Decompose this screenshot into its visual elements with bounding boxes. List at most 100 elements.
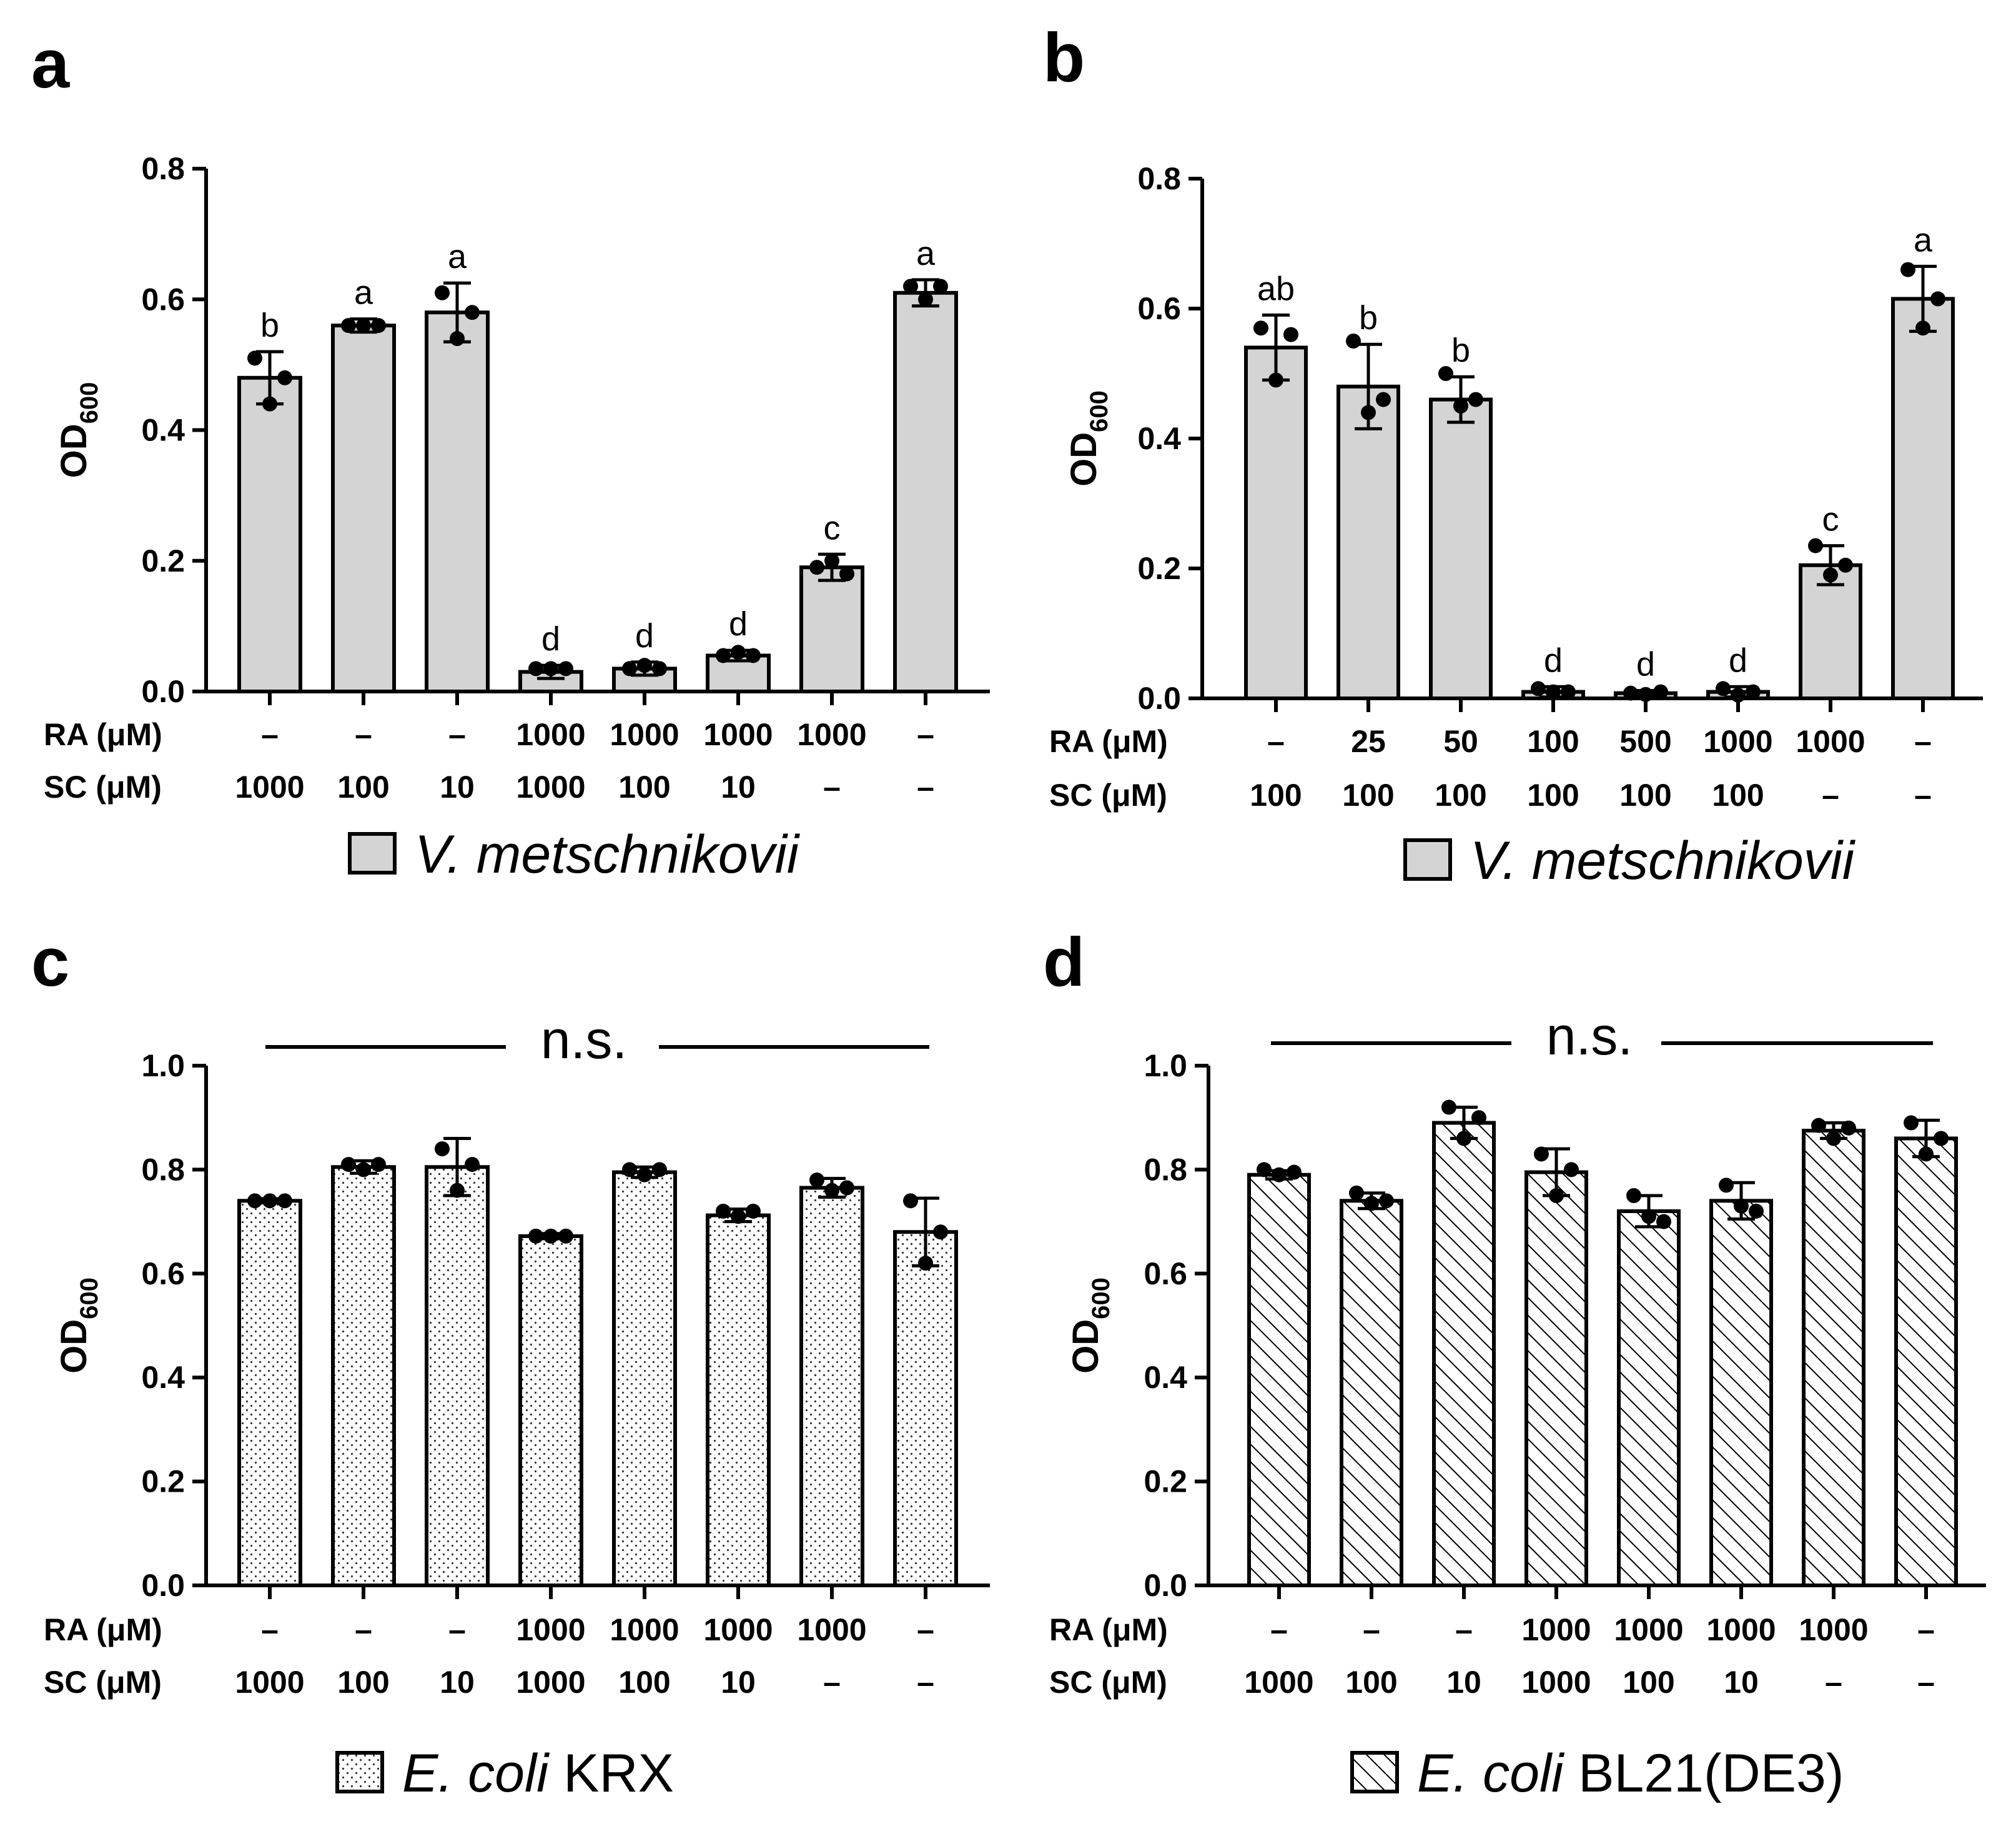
ra-value: 1000	[797, 1612, 866, 1647]
y-axis-label: OD600	[54, 382, 103, 478]
significance-letter: d	[541, 620, 560, 658]
ra-value: 50	[1443, 724, 1478, 759]
data-point	[1257, 1162, 1272, 1177]
data-point	[746, 648, 761, 663]
ra-value: –	[448, 717, 466, 752]
data-point	[262, 1193, 277, 1209]
y-tick-label: 0.2	[1144, 1464, 1187, 1499]
data-point	[637, 1167, 652, 1182]
panel-letter-c: c	[31, 924, 69, 1001]
y-tick-label: 0.2	[141, 1464, 185, 1499]
sc-value: –	[823, 1665, 841, 1700]
legend-swatch	[335, 1751, 384, 1793]
data-point	[371, 1157, 386, 1172]
row-label-ra: RA (μM)	[44, 717, 162, 752]
data-point	[809, 1172, 824, 1188]
y-axis-label-main: OD	[54, 424, 94, 478]
data-point	[1904, 1115, 1919, 1131]
significance-letter: b	[260, 307, 279, 344]
ra-value: –	[355, 717, 372, 752]
ra-value: 25	[1351, 724, 1386, 759]
data-point	[622, 1162, 637, 1177]
significance-letter: a	[448, 238, 467, 275]
data-point	[1349, 1185, 1364, 1201]
bar	[1340, 1199, 1403, 1587]
data-point	[1731, 687, 1746, 703]
data-point	[716, 1203, 731, 1219]
sc-value: 10	[721, 770, 756, 805]
data-point	[1930, 291, 1945, 307]
data-point	[277, 370, 292, 385]
sc-value: 100	[1712, 778, 1764, 813]
bar	[612, 1170, 677, 1588]
legend-label: V. metschnikovii	[415, 825, 801, 885]
data-point	[1716, 681, 1731, 696]
legend-label-italic: V. metschnikovii	[1470, 831, 1856, 891]
bar	[706, 1213, 771, 1587]
ra-value: 1000	[703, 1612, 773, 1647]
data-point	[262, 396, 277, 412]
sc-value: 100	[1250, 778, 1302, 813]
data-point	[1746, 684, 1761, 700]
data-point	[528, 661, 543, 677]
bar	[518, 1234, 583, 1587]
bar	[425, 310, 490, 693]
data-point	[1919, 1146, 1934, 1162]
y-tick-label: 0.6	[1144, 1256, 1187, 1291]
y-axis-label-subscript: 600	[1087, 1277, 1115, 1319]
data-point	[731, 645, 746, 660]
data-point	[1838, 557, 1853, 573]
significance-letter: a	[354, 274, 373, 312]
sc-value: 1000	[235, 1665, 304, 1700]
data-point	[558, 1228, 573, 1244]
bar	[425, 1165, 490, 1587]
significance-letter: ab	[1257, 270, 1295, 307]
sc-value: 100	[1623, 1665, 1674, 1700]
ra-value: –	[261, 1612, 279, 1647]
data-point	[1826, 1131, 1841, 1146]
data-point	[746, 1203, 761, 1219]
data-point	[1531, 681, 1546, 696]
y-tick-label: 0.4	[1144, 1360, 1187, 1395]
y-axis-label: OD600	[1064, 390, 1113, 487]
sc-value: 100	[1619, 778, 1671, 813]
ra-value: 1000	[516, 1612, 585, 1647]
legend-label: E. coli KRX	[402, 1743, 674, 1803]
significance-letter: d	[1636, 646, 1655, 683]
legend-swatch	[1350, 1751, 1399, 1793]
data-point	[1623, 685, 1638, 701]
legend-label-plain: KRX	[548, 1743, 674, 1803]
data-point	[652, 661, 667, 677]
ra-value: 1000	[1703, 724, 1772, 759]
y-tick-label: 0.0	[141, 1568, 185, 1603]
legend-label-italic: V. metschnikovii	[415, 825, 801, 885]
sc-value: 1000	[235, 770, 304, 805]
y-tick-label: 1.0	[141, 1048, 185, 1083]
data-point	[247, 1193, 262, 1209]
y-axis-label-main: OD	[54, 1319, 94, 1374]
significance-letter: a	[916, 235, 936, 272]
significance-letter: d	[1729, 642, 1747, 679]
bar	[331, 324, 396, 693]
y-axis-label-subscript: 600	[1085, 390, 1113, 432]
sc-value: –	[823, 770, 841, 805]
legend-label: E. coli BL21(DE3)	[1417, 1743, 1844, 1803]
sc-value: 10	[440, 1665, 475, 1700]
significance-letter: c	[1822, 501, 1839, 538]
bar	[1432, 1121, 1496, 1587]
y-tick-label: 1.0	[1144, 1048, 1187, 1083]
ra-value: –	[1363, 1612, 1380, 1647]
data-point	[1287, 1164, 1302, 1180]
y-tick-label: 0.4	[1137, 421, 1181, 456]
panel-b: b 0.0 0.2 0.4 0.6 0.8 OD600 ab – 100 b 25 100 b 50 100 d…	[1043, 19, 1983, 891]
bar	[1429, 397, 1493, 700]
bar	[799, 1186, 864, 1587]
data-point	[247, 350, 262, 366]
ra-value: –	[448, 1612, 466, 1647]
ra-value: 1000	[610, 717, 679, 752]
y-tick-label: 0.6	[1137, 291, 1181, 326]
panel-c: c 0.0 0.2 0.4 0.6 0.8 1.0 OD600 – 1000 – 100 – 10 1000…	[31, 924, 990, 1803]
bar	[1894, 1136, 1958, 1587]
data-point	[1272, 1167, 1287, 1182]
data-point	[1364, 1196, 1379, 1211]
